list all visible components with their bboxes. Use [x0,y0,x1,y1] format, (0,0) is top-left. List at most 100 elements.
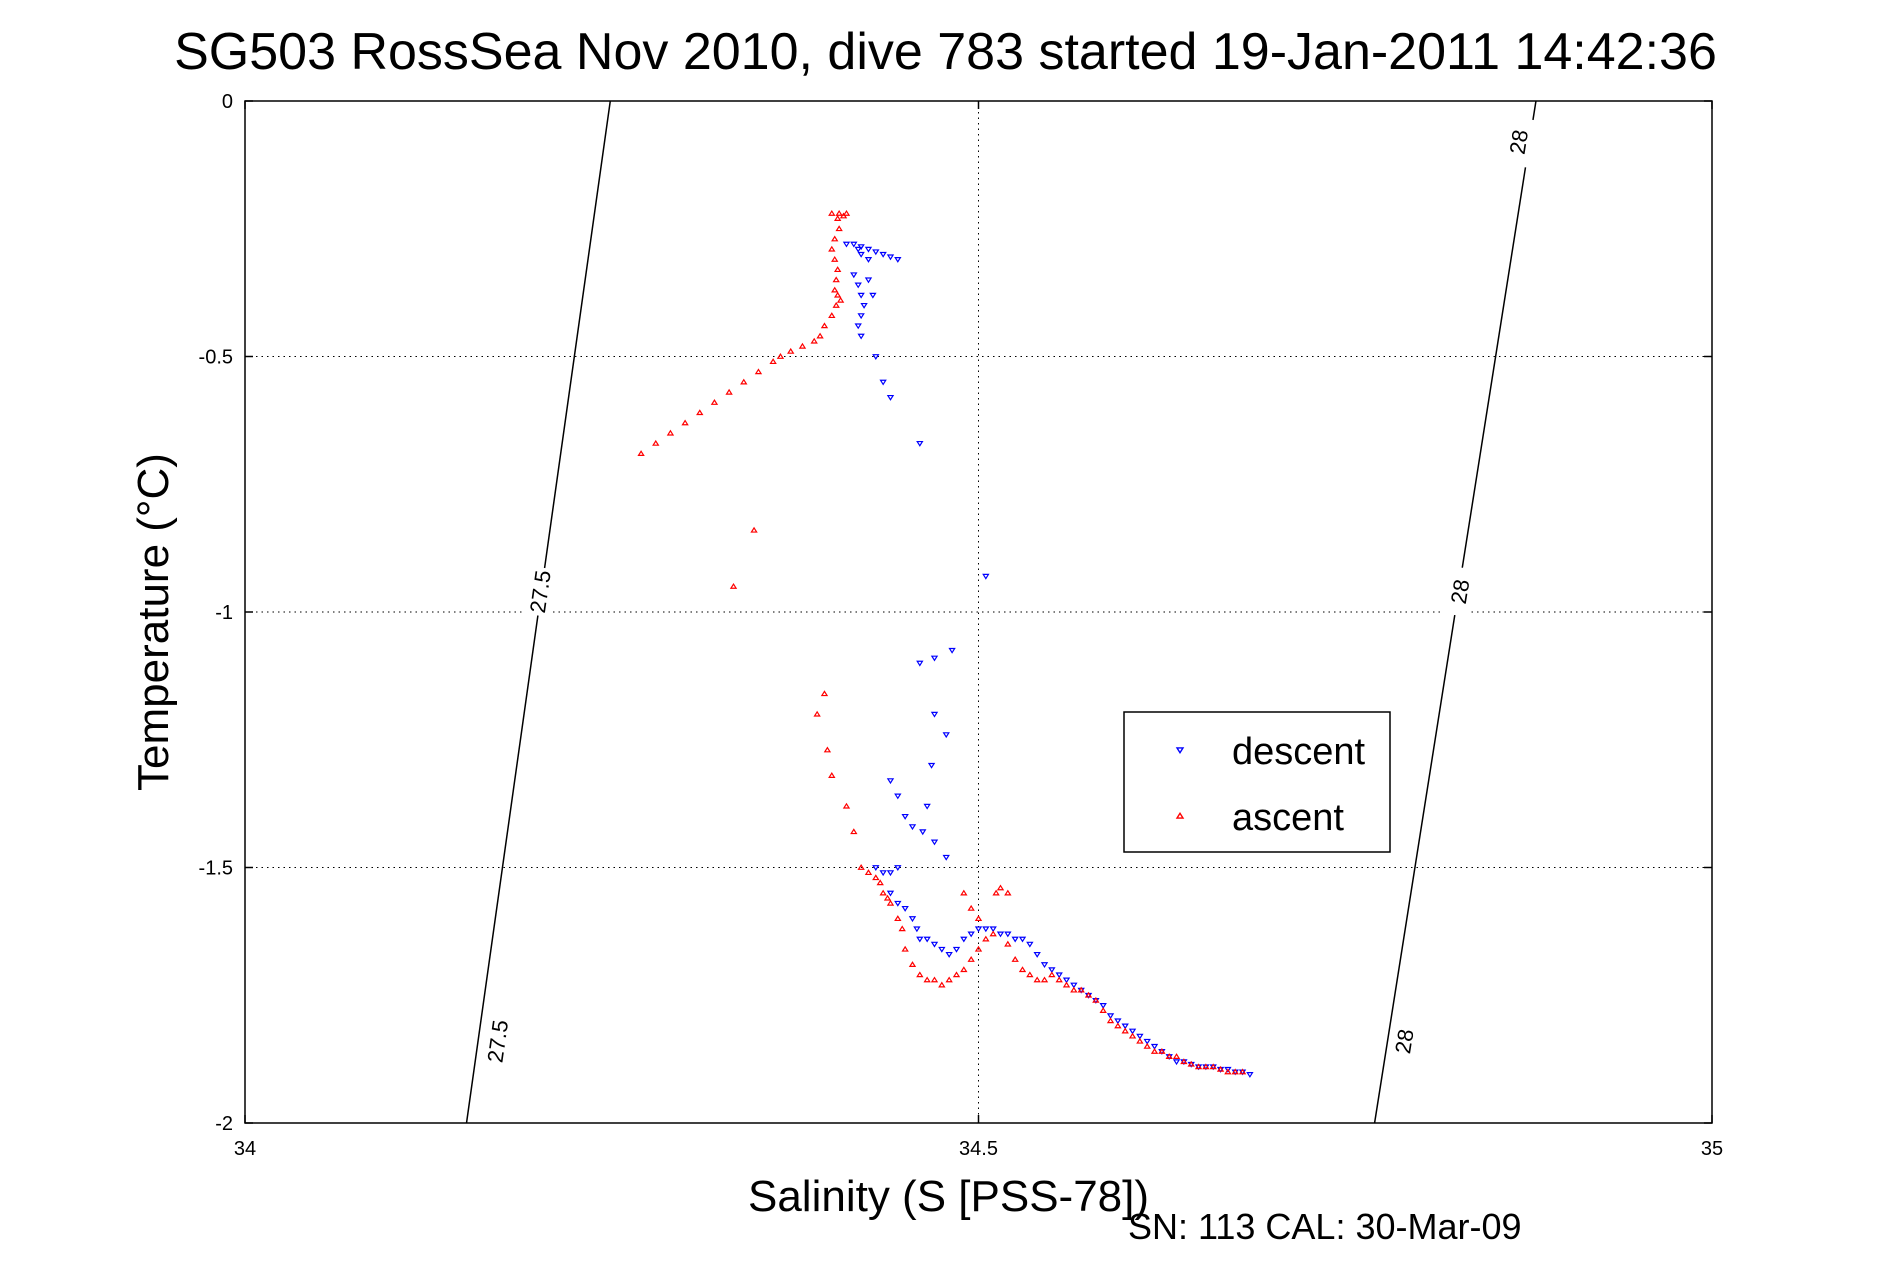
descent-point [945,951,953,958]
descent-point [1033,951,1041,958]
descent-point [864,246,873,253]
descent-point [930,655,939,662]
ascent-point [1209,1063,1217,1070]
descent-point [864,277,873,284]
descent-point [901,905,909,912]
ascent-point [886,899,895,906]
descent-point [894,256,902,263]
y-tick-label: 0 [222,91,233,113]
ascent-point [1106,1017,1115,1024]
ascent-point [916,971,924,978]
ascent-point [1040,976,1049,983]
ascent-point [952,971,961,978]
ascent-point [872,874,880,881]
density-contours: 27.5 27.5 28 28 28 [465,100,1537,1124]
ascent-point [938,981,946,988]
legend-box [1123,711,1391,853]
ascent-point [750,526,758,533]
descent-point [1121,1023,1129,1030]
descent-point [1048,967,1056,974]
contour-label-text: 28 [1390,1027,1419,1055]
descent-point [916,660,924,667]
ascent-point [833,215,842,221]
ascent-point [1150,1047,1159,1054]
ascent-point [832,276,840,283]
contour-label-bg [481,1015,514,1067]
descent-point [1106,1013,1115,1020]
contour-label-text: 27.5 [525,569,556,615]
descent-point [1128,1028,1137,1035]
contour-label-bg [1443,565,1477,618]
descent-point [942,854,950,861]
ascent-point [1158,1047,1166,1054]
ascent-point [1121,1027,1129,1034]
ascent-point [1018,966,1027,973]
descent-point [908,824,917,831]
descent-point [1004,931,1012,938]
descent-point [879,251,887,258]
descent-point [908,916,917,923]
ascent-point [831,286,839,293]
descent-point [857,333,865,340]
instrument-caption: SN: 113 CAL: 30-Mar-09 [1128,1206,1522,1247]
descent-point [869,292,877,299]
descent-point [850,241,858,248]
descent-point [1062,977,1071,984]
ascent-point [1048,971,1056,978]
ascent-point [989,930,997,937]
descent-point [919,829,927,836]
descent-point [872,865,880,871]
ascent-point [1180,1058,1188,1065]
ascent-point [833,291,842,298]
descent-point [930,839,939,846]
descent-point [894,900,902,907]
x-tick-label: 34.5 [959,1138,998,1160]
descent-point [1136,1033,1144,1040]
ascent-point [960,889,968,896]
ascent-point [908,961,917,968]
descent-point [930,941,939,948]
ascent-point [1092,996,1100,1003]
ascent-point [1070,986,1078,993]
contour-label: 28 [1501,116,1535,168]
descent-point [938,946,946,953]
descent-point [989,926,997,933]
grid-lines [244,100,1713,1124]
y-axis-label: Temperature (°C) [129,453,178,791]
descent-point [854,323,862,330]
descent-point [894,793,902,800]
descent-point [916,936,924,943]
ascent-point [828,209,836,216]
ascent-point [828,312,836,319]
descent-point [1055,972,1063,979]
ascent-point [637,450,645,457]
descent-point [1150,1043,1159,1050]
ascent-point [857,864,865,870]
descent-point [854,282,862,289]
descent-point [923,803,931,810]
contour-label-bg [1387,1015,1421,1067]
descent-point [913,926,921,933]
ascent-point [666,429,675,436]
descent-point [1143,1038,1151,1045]
ascent-point [1216,1065,1225,1072]
descent-point [854,246,862,253]
contour-label-text: 28 [1446,578,1475,606]
legend: descent ascent [1123,711,1391,853]
ascent-point [864,869,873,876]
ascent-point [816,332,824,339]
ascent-point [810,337,818,344]
y-tick-label: -1 [215,602,233,624]
ascent-point [813,710,821,717]
ascent-point [740,378,748,385]
ascent-point [898,925,906,932]
ascent-point [787,347,795,354]
legend-marker-ascent [1175,811,1185,819]
descent-point [886,254,895,261]
legend-label-descent: descent [1232,731,1366,773]
ascent-point [894,915,902,922]
ascent-point [1231,1068,1239,1075]
ascent-point [974,915,983,922]
ascent-point [1062,981,1071,988]
ascent-point [828,772,836,778]
